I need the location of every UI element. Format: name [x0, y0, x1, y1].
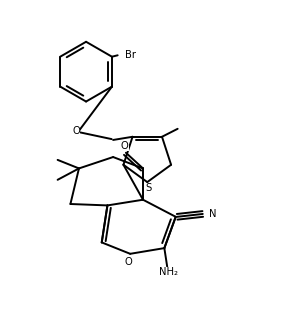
- Text: NH₂: NH₂: [159, 267, 178, 277]
- Text: O: O: [72, 127, 80, 136]
- Text: S: S: [146, 183, 152, 193]
- Text: O: O: [125, 257, 133, 267]
- Text: O: O: [121, 141, 128, 151]
- Text: N: N: [209, 209, 217, 219]
- Text: Br: Br: [125, 50, 136, 60]
